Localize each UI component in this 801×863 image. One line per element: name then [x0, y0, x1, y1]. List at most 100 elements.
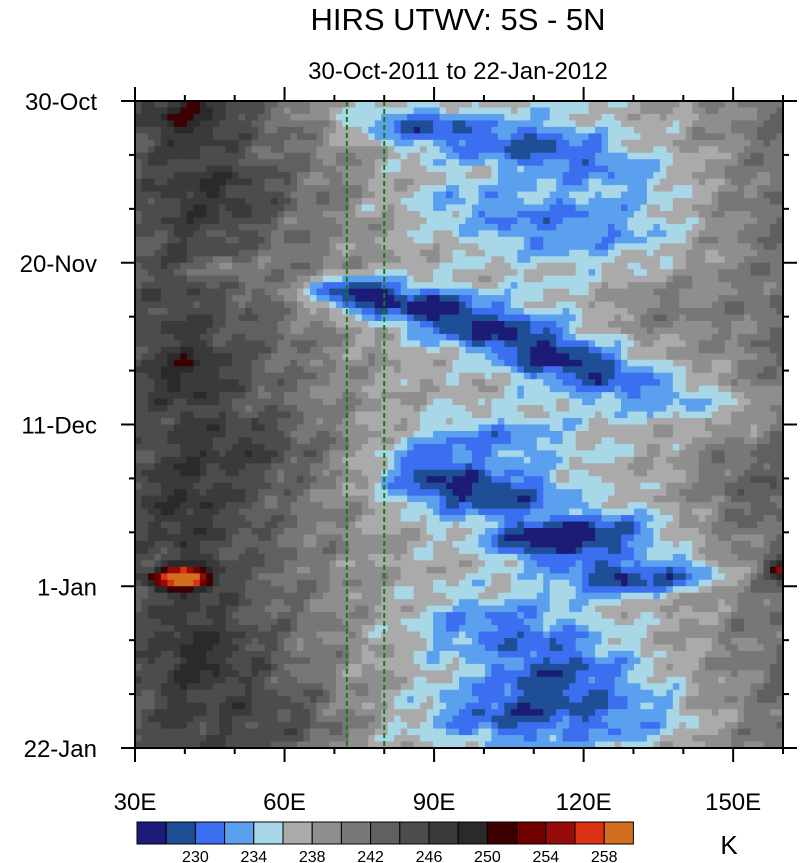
heatmap-cell — [212, 223, 220, 231]
heatmap-cell — [484, 178, 492, 186]
heatmap-cell — [685, 379, 693, 387]
heatmap-cell — [601, 301, 609, 309]
heatmap-cell — [724, 282, 732, 290]
heatmap-cell — [543, 185, 551, 193]
heatmap-cell — [478, 262, 486, 270]
heatmap-cell — [562, 204, 570, 212]
heatmap-cell — [465, 210, 473, 219]
heatmap-cell — [316, 295, 324, 303]
heatmap-cell — [180, 172, 188, 180]
heatmap-cell — [271, 372, 279, 380]
heatmap-cell — [400, 243, 408, 251]
heatmap-cell — [562, 327, 570, 335]
heatmap-cell — [504, 288, 512, 296]
heatmap-cell — [284, 262, 292, 270]
heatmap-cell — [238, 379, 246, 387]
heatmap-cell — [426, 288, 434, 296]
heatmap-cell — [471, 139, 480, 147]
heatmap-cell — [685, 236, 693, 244]
heatmap-cell — [219, 191, 227, 199]
heatmap-cell — [685, 340, 693, 348]
heatmap-cell — [180, 113, 188, 122]
heatmap-cell — [238, 359, 246, 367]
heatmap-cell — [731, 282, 739, 290]
heatmap-cell — [335, 327, 343, 335]
heatmap-cell — [763, 359, 771, 367]
heatmap-cell — [329, 107, 337, 115]
heatmap-cell — [517, 204, 525, 212]
heatmap-cell — [536, 249, 544, 257]
heatmap-cell — [653, 159, 661, 167]
heatmap-cell — [420, 133, 428, 141]
heatmap-cell — [718, 340, 726, 348]
heatmap-cell — [569, 353, 577, 361]
heatmap-cell — [206, 159, 214, 167]
heatmap-cell — [627, 191, 635, 199]
heatmap-cell — [595, 301, 603, 309]
heatmap-cell — [135, 366, 143, 374]
heatmap-cell — [517, 120, 525, 128]
heatmap-cell — [225, 152, 233, 160]
heatmap-cell — [497, 249, 505, 257]
heatmap-cell — [452, 210, 460, 219]
heatmap-cell — [497, 269, 505, 277]
heatmap-cell — [770, 398, 778, 406]
heatmap-cell — [407, 159, 415, 167]
heatmap-cell — [446, 346, 454, 354]
heatmap-cell — [608, 398, 616, 406]
heatmap-cell — [666, 320, 674, 329]
heatmap-cell — [381, 320, 389, 329]
heatmap-cell — [374, 217, 382, 225]
heatmap-cell — [575, 379, 583, 387]
heatmap-cell — [536, 198, 544, 206]
heatmap-cell — [303, 185, 311, 193]
heatmap-cell — [147, 139, 156, 147]
heatmap-cell — [251, 372, 259, 380]
heatmap-cell — [446, 133, 454, 141]
heatmap-cell — [543, 275, 551, 283]
heatmap-cell — [387, 243, 395, 251]
heatmap-cell — [718, 249, 726, 257]
heatmap-cell — [601, 392, 609, 400]
heatmap-cell — [264, 172, 272, 180]
heatmap-cell — [232, 392, 240, 400]
heatmap-cell — [582, 133, 590, 141]
heatmap-cell — [387, 411, 395, 419]
heatmap-cell — [245, 282, 253, 290]
heatmap-cell — [646, 340, 654, 348]
heatmap-cell — [757, 126, 765, 134]
heatmap-cell — [659, 178, 667, 186]
heatmap-cell — [407, 314, 415, 322]
heatmap-cell — [724, 139, 732, 147]
heatmap-cell — [731, 366, 739, 374]
heatmap-cell — [685, 372, 693, 380]
heatmap-cell — [471, 230, 480, 238]
heatmap-cell — [251, 333, 259, 341]
heatmap-cell — [335, 165, 343, 173]
heatmap-cell — [497, 139, 505, 147]
heatmap-cell — [264, 223, 272, 231]
heatmap-cell — [348, 269, 356, 277]
heatmap-cell — [484, 113, 492, 122]
heatmap-cell — [245, 275, 253, 283]
heatmap-cell — [776, 249, 783, 257]
heatmap-cell — [426, 314, 434, 322]
heatmap-cell — [238, 217, 246, 225]
heatmap-cell — [212, 340, 220, 348]
heatmap-cell — [530, 327, 538, 335]
heatmap-cell — [329, 333, 337, 341]
heatmap-cell — [646, 230, 654, 238]
heatmap-cell — [705, 101, 713, 109]
heatmap-cell — [621, 282, 629, 290]
heatmap-cell — [705, 282, 713, 290]
heatmap-cell — [595, 139, 603, 147]
heatmap-cell — [530, 269, 538, 277]
heatmap-cell — [245, 223, 253, 231]
heatmap-cell — [264, 165, 272, 173]
heatmap-cell — [141, 159, 149, 167]
heatmap-cell — [569, 385, 577, 393]
heatmap-cell — [258, 217, 266, 225]
heatmap-cell — [167, 133, 175, 141]
heatmap-cell — [199, 191, 207, 199]
heatmap-cell — [770, 249, 778, 257]
